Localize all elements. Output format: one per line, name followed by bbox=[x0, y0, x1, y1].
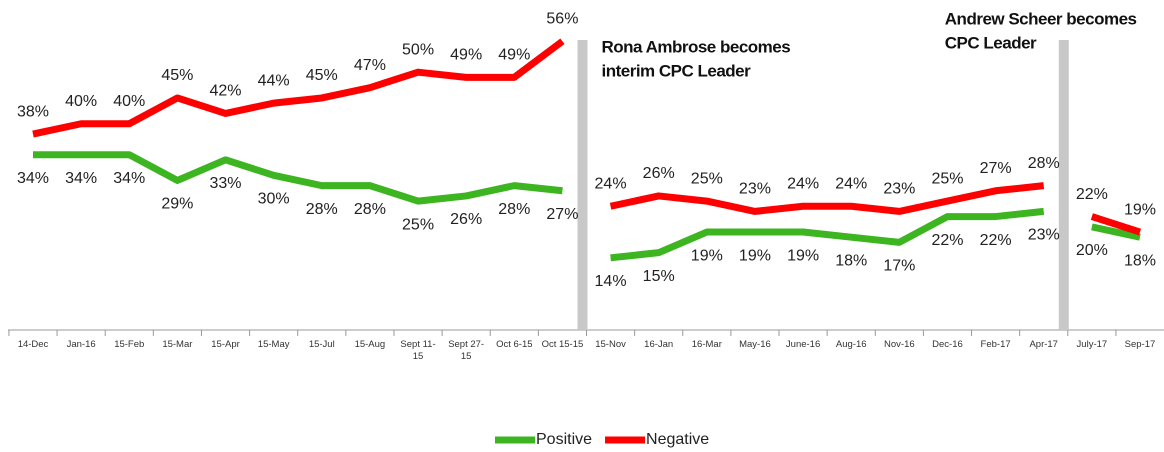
data-label: 50% bbox=[402, 41, 434, 58]
x-tick-label: 15-Jul bbox=[308, 339, 335, 350]
data-label: 19% bbox=[787, 247, 819, 264]
data-label: 49% bbox=[498, 47, 530, 64]
line-positive bbox=[33, 151, 563, 205]
x-tick-label: Feb-17 bbox=[980, 339, 1011, 350]
data-label: 26% bbox=[643, 165, 675, 182]
x-tick-label: Nov-16 bbox=[884, 339, 915, 350]
line-positive bbox=[610, 207, 1045, 262]
x-tick-label: Sept 27-15 bbox=[448, 339, 485, 362]
data-label: 33% bbox=[210, 175, 242, 192]
data-label: 18% bbox=[835, 252, 867, 269]
x-tick-label: Oct 15-15 bbox=[541, 339, 584, 350]
data-label: 24% bbox=[835, 175, 867, 192]
line-negative bbox=[32, 38, 565, 138]
x-tick-label: 15-Aug bbox=[354, 339, 386, 350]
data-label: 34% bbox=[65, 170, 97, 187]
data-label: 27% bbox=[980, 160, 1012, 177]
data-label: 40% bbox=[113, 93, 145, 110]
line-negative bbox=[609, 182, 1045, 215]
data-label: 42% bbox=[210, 83, 242, 100]
data-label: 14% bbox=[595, 273, 627, 290]
data-label: 34% bbox=[17, 170, 49, 187]
data-label: 20% bbox=[1076, 242, 1108, 259]
data-label: 30% bbox=[258, 191, 290, 208]
x-tick-label: Apr-17 bbox=[1029, 339, 1058, 350]
x-tick-label: 15-Apr bbox=[211, 339, 240, 350]
data-label: 40% bbox=[65, 93, 97, 110]
x-tick-label: 15-May bbox=[257, 339, 290, 350]
data-label: 29% bbox=[161, 196, 193, 213]
data-label: 24% bbox=[787, 175, 819, 192]
x-tick-label: Dec-16 bbox=[932, 339, 963, 350]
data-label: 23% bbox=[1028, 227, 1060, 244]
divider bbox=[1058, 40, 1069, 330]
annotation: Rona Ambrose becomes bbox=[601, 37, 790, 56]
line-positive bbox=[1091, 223, 1141, 241]
data-label: 28% bbox=[1028, 155, 1060, 172]
data-label: 25% bbox=[931, 170, 963, 187]
data-label: 25% bbox=[402, 216, 434, 233]
data-label: 38% bbox=[17, 103, 49, 120]
divider bbox=[577, 40, 588, 330]
data-label: 19% bbox=[739, 247, 771, 264]
legend-label: Negative bbox=[646, 431, 709, 448]
data-label: 47% bbox=[354, 57, 386, 74]
data-label: 27% bbox=[546, 206, 578, 223]
x-tick-label: 14-Dec bbox=[17, 339, 49, 350]
data-label: 34% bbox=[113, 170, 145, 187]
data-label: 45% bbox=[161, 67, 193, 84]
data-label: 19% bbox=[1124, 201, 1156, 218]
data-label: 56% bbox=[546, 10, 578, 27]
data-label: 28% bbox=[354, 201, 386, 218]
data-label: 28% bbox=[498, 201, 530, 218]
x-tick-label: May-16 bbox=[739, 339, 771, 350]
annotation: interim CPC Leader bbox=[601, 61, 751, 80]
x-tick-label: 15-Mar bbox=[162, 339, 193, 350]
data-label: 18% bbox=[1124, 252, 1156, 269]
data-label: 25% bbox=[691, 170, 723, 187]
data-label: 45% bbox=[306, 67, 338, 84]
x-tick-label: Aug-16 bbox=[835, 339, 867, 350]
data-label: 49% bbox=[450, 47, 482, 64]
data-label: 44% bbox=[258, 72, 290, 89]
data-label: 23% bbox=[739, 181, 771, 198]
annotation: Andrew Scheer becomes bbox=[945, 9, 1137, 28]
data-label: 23% bbox=[883, 181, 915, 198]
data-label: 24% bbox=[595, 175, 627, 192]
data-label: 22% bbox=[980, 232, 1012, 249]
x-tick-label: 16-Jan bbox=[644, 339, 674, 350]
x-tick-label: 15-Feb bbox=[114, 339, 145, 350]
x-tick-label: Sept 11-15 bbox=[400, 339, 436, 362]
data-label: 15% bbox=[643, 268, 675, 285]
x-tick-label: 15-Nov bbox=[595, 339, 626, 350]
annotation: CPC Leader bbox=[945, 33, 1037, 52]
x-tick-label: July-17 bbox=[1076, 339, 1108, 350]
data-label: 17% bbox=[883, 258, 915, 275]
data-label: 28% bbox=[306, 201, 338, 218]
data-label: 19% bbox=[691, 247, 723, 264]
legend-label: Positive bbox=[536, 431, 592, 448]
data-label: 22% bbox=[1076, 186, 1108, 203]
x-tick-label: Sep-17 bbox=[1124, 339, 1156, 350]
x-tick-label: June-16 bbox=[785, 339, 821, 350]
line-negative bbox=[1090, 213, 1142, 236]
data-label: 22% bbox=[931, 232, 963, 249]
data-label: 26% bbox=[450, 211, 482, 228]
x-tick-label: Oct 6-15 bbox=[496, 339, 533, 350]
x-tick-label: Jan-16 bbox=[66, 339, 96, 350]
x-tick-label: 16-Mar bbox=[691, 339, 722, 350]
